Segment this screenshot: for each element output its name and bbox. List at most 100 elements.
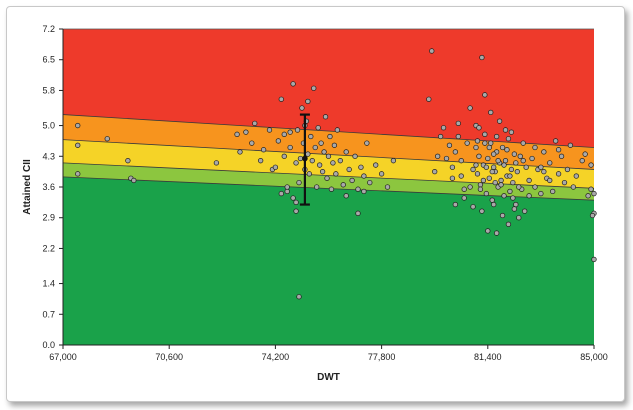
- data-point: [495, 158, 501, 164]
- data-point: [502, 158, 509, 164]
- data-point: [311, 85, 317, 91]
- data-point: [297, 155, 304, 162]
- data-point: [293, 199, 299, 206]
- data-point: [367, 179, 373, 186]
- data-point: [538, 190, 544, 197]
- data-point: [496, 118, 503, 124]
- data-point: [305, 98, 311, 105]
- data-point: [358, 164, 364, 170]
- data-point: [474, 171, 481, 177]
- error-bar: [299, 113, 310, 206]
- data-point: [510, 195, 516, 201]
- data-point: [340, 182, 346, 188]
- data-point: [281, 131, 287, 137]
- data-point: [501, 193, 507, 199]
- data-point: [508, 129, 515, 135]
- data-point: [287, 129, 293, 135]
- data-point: [499, 144, 506, 151]
- data-point: [278, 190, 284, 197]
- data-point: [449, 175, 456, 181]
- data-point: [479, 208, 485, 214]
- data-point: [426, 96, 432, 102]
- x-tick-label: 85,000: [580, 352, 608, 362]
- data-point: [467, 105, 473, 111]
- data-point: [582, 151, 588, 157]
- data-point: [561, 179, 568, 186]
- data-point: [483, 190, 489, 197]
- data-point: [550, 188, 556, 195]
- data-point: [343, 149, 349, 155]
- data-point: [440, 125, 447, 131]
- data-point: [294, 127, 301, 133]
- data-point: [494, 230, 500, 236]
- data-point: [435, 153, 441, 159]
- data-point: [504, 147, 510, 153]
- data-point: [513, 160, 519, 166]
- data-point: [532, 144, 538, 151]
- data-point: [355, 210, 361, 216]
- data-point: [541, 168, 547, 175]
- data-point: [501, 162, 507, 168]
- data-point: [321, 149, 327, 155]
- data-point: [390, 158, 397, 164]
- rating-band-1: [63, 176, 594, 345]
- data-point: [458, 158, 464, 164]
- data-point: [516, 215, 522, 221]
- data-point: [446, 142, 453, 148]
- data-point: [474, 138, 481, 144]
- data-point: [324, 175, 330, 181]
- data-point: [237, 149, 243, 155]
- data-point: [567, 142, 574, 148]
- data-point: [479, 54, 485, 61]
- data-point: [520, 140, 526, 146]
- data-point: [361, 173, 367, 179]
- data-point: [517, 153, 523, 159]
- rating-band-2: [63, 162, 594, 201]
- data-point: [352, 153, 358, 159]
- data-point: [467, 184, 473, 190]
- data-point: [75, 142, 81, 148]
- data-point: [547, 160, 553, 166]
- data-point: [449, 164, 456, 170]
- data-point: [314, 184, 320, 190]
- data-point: [346, 166, 352, 173]
- data-point: [514, 168, 520, 175]
- data-point: [252, 120, 258, 127]
- data-point: [384, 184, 391, 190]
- data-point: [104, 136, 110, 142]
- y-tick-label: 0.7: [42, 309, 55, 319]
- axis-labels: DWT Attained CII: [22, 159, 340, 383]
- y-tick-label: 5.0: [42, 121, 55, 131]
- data-point: [476, 125, 482, 131]
- x-tick-label: 67,000: [49, 352, 77, 362]
- data-point: [486, 144, 492, 151]
- boundary-line-2: [62, 162, 595, 189]
- data-point: [579, 158, 585, 164]
- data-point: [455, 120, 461, 127]
- data-point: [330, 160, 336, 166]
- data-point: [243, 129, 249, 135]
- data-point: [458, 173, 464, 179]
- x-tick-label: 70,600: [155, 352, 183, 362]
- data-point: [485, 228, 491, 234]
- rating-band-5: [63, 29, 594, 148]
- data-point: [505, 136, 512, 142]
- x-axis-title: DWT: [317, 372, 340, 383]
- data-point: [284, 184, 290, 190]
- data-point: [452, 149, 459, 155]
- data-point: [489, 168, 495, 175]
- data-point: [473, 162, 479, 168]
- data-point: [305, 151, 311, 157]
- data-point: [589, 212, 596, 219]
- error-bar-mean: [302, 155, 308, 162]
- data-point: [275, 138, 282, 144]
- data-point: [502, 127, 509, 133]
- data-point: [541, 149, 547, 155]
- data-point: [508, 166, 515, 173]
- data-point: [125, 158, 131, 164]
- y-tick-label: 3.6: [42, 182, 55, 192]
- data-point: [532, 184, 538, 190]
- data-point: [480, 177, 487, 184]
- data-point: [284, 188, 290, 195]
- data-point: [281, 153, 287, 159]
